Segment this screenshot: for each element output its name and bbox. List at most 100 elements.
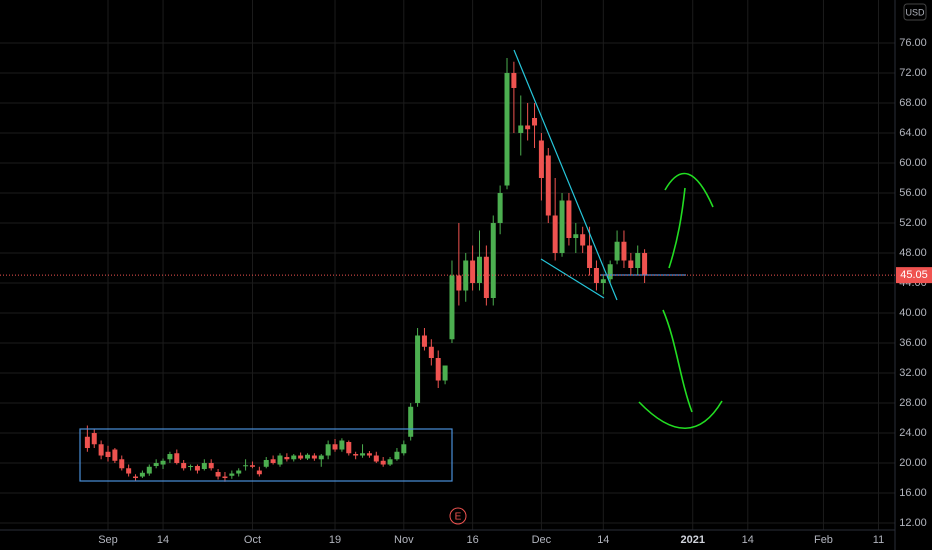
- y-tick-label: 64.00: [899, 127, 927, 139]
- candle-body: [449, 275, 455, 340]
- candle-body: [408, 406, 414, 437]
- candle-body: [277, 455, 283, 465]
- grid: [0, 0, 895, 530]
- y-tick-label: 20.00: [899, 457, 927, 469]
- candle-body: [428, 346, 434, 359]
- candle-body: [380, 460, 386, 465]
- down-arrow: [662, 309, 693, 413]
- y-tick-label: 40.00: [899, 307, 927, 319]
- candle-body: [373, 455, 379, 462]
- y-tick-label: 60.00: [899, 157, 927, 169]
- candle-body: [98, 444, 104, 456]
- candle-body: [305, 454, 311, 459]
- down-arrowhead: [638, 400, 723, 429]
- up-arrow: [668, 187, 686, 269]
- candle-body: [153, 463, 159, 467]
- candle-body: [607, 264, 613, 280]
- candle-body: [236, 470, 242, 474]
- candle-body: [545, 155, 551, 216]
- candle-body: [119, 459, 125, 469]
- candle-body: [194, 466, 200, 471]
- candle-body: [84, 436, 90, 449]
- x-tick-label: Oct: [244, 534, 261, 546]
- candle-body: [621, 241, 627, 261]
- candle-body: [635, 252, 641, 269]
- x-tick-label: 2021: [681, 534, 705, 546]
- candle-body: [325, 444, 331, 456]
- candle-body: [146, 466, 152, 474]
- candle-body: [504, 72, 510, 186]
- candle-body: [525, 125, 531, 130]
- candle-body: [387, 459, 393, 465]
- candle-body: [105, 451, 111, 458]
- x-tick-label: 11: [873, 534, 884, 546]
- y-tick-label: 28.00: [899, 397, 927, 409]
- candle-body: [133, 476, 139, 479]
- candle-body: [339, 440, 345, 450]
- x-tick-label: 14: [742, 534, 754, 546]
- last-price-box: [896, 267, 932, 284]
- currency-box: [903, 3, 927, 21]
- y-tick-label: 56.00: [899, 187, 927, 199]
- candle-body: [249, 465, 255, 467]
- candle-body: [573, 234, 579, 238]
- candle-body: [263, 460, 269, 467]
- candle-body: [490, 222, 496, 299]
- candle-body: [511, 72, 517, 88]
- candle-body: [360, 453, 366, 456]
- candle-body: [181, 463, 187, 469]
- x-tick-label: Feb: [814, 534, 833, 546]
- candle-body: [415, 335, 421, 404]
- candle-body: [346, 442, 352, 454]
- candle-body: [642, 252, 648, 276]
- y-tick-label: 52.00: [899, 217, 927, 229]
- y-tick-label: 76.00: [899, 37, 927, 49]
- candle-body: [580, 234, 586, 246]
- drawings: [79, 49, 723, 482]
- candle-body: [318, 455, 324, 460]
- candle-body: [332, 444, 338, 450]
- candle-body: [421, 335, 427, 347]
- candle-body: [91, 433, 97, 445]
- y-tick-label: 32.00: [899, 367, 927, 379]
- candle-body: [201, 463, 207, 470]
- candle-body: [311, 455, 317, 459]
- candle-body: [532, 117, 538, 126]
- y-tick-label: 48.00: [899, 247, 927, 259]
- candles: [84, 57, 648, 482]
- candle-body: [628, 260, 634, 269]
- candle-body: [559, 200, 565, 253]
- y-tick-label: 72.00: [899, 67, 927, 79]
- candle-body: [366, 453, 372, 456]
- candle-body: [270, 459, 276, 464]
- candle-body: [222, 476, 228, 479]
- candle-body: [600, 279, 606, 284]
- candle-body: [442, 365, 448, 381]
- candle-body: [483, 256, 489, 299]
- candle-body: [518, 125, 524, 133]
- candle-body: [298, 455, 304, 459]
- candle-body: [291, 455, 297, 460]
- y-tick-label: 68.00: [899, 97, 927, 109]
- candle-body: [593, 268, 599, 284]
- last-price-label: 45.05: [900, 269, 928, 281]
- candle-body: [587, 245, 593, 269]
- x-tick-label: Nov: [394, 534, 414, 546]
- candle-body: [208, 463, 214, 469]
- candle-body: [112, 449, 118, 461]
- candle-body: [139, 472, 145, 477]
- candle-body: [497, 192, 503, 223]
- candle-body: [243, 465, 249, 467]
- candle-body: [167, 454, 173, 460]
- candle-body: [394, 451, 400, 460]
- candle-body: [188, 466, 194, 468]
- earnings-marker[interactable]: [449, 507, 467, 525]
- candle-body: [174, 453, 180, 464]
- candle-body: [215, 472, 221, 477]
- candle-body: [160, 460, 166, 465]
- candle-body: [284, 457, 290, 460]
- up-arrowhead: [664, 172, 714, 208]
- x-tick-label: Sep: [98, 534, 118, 546]
- candle-body: [538, 140, 544, 178]
- candle-body: [614, 241, 620, 261]
